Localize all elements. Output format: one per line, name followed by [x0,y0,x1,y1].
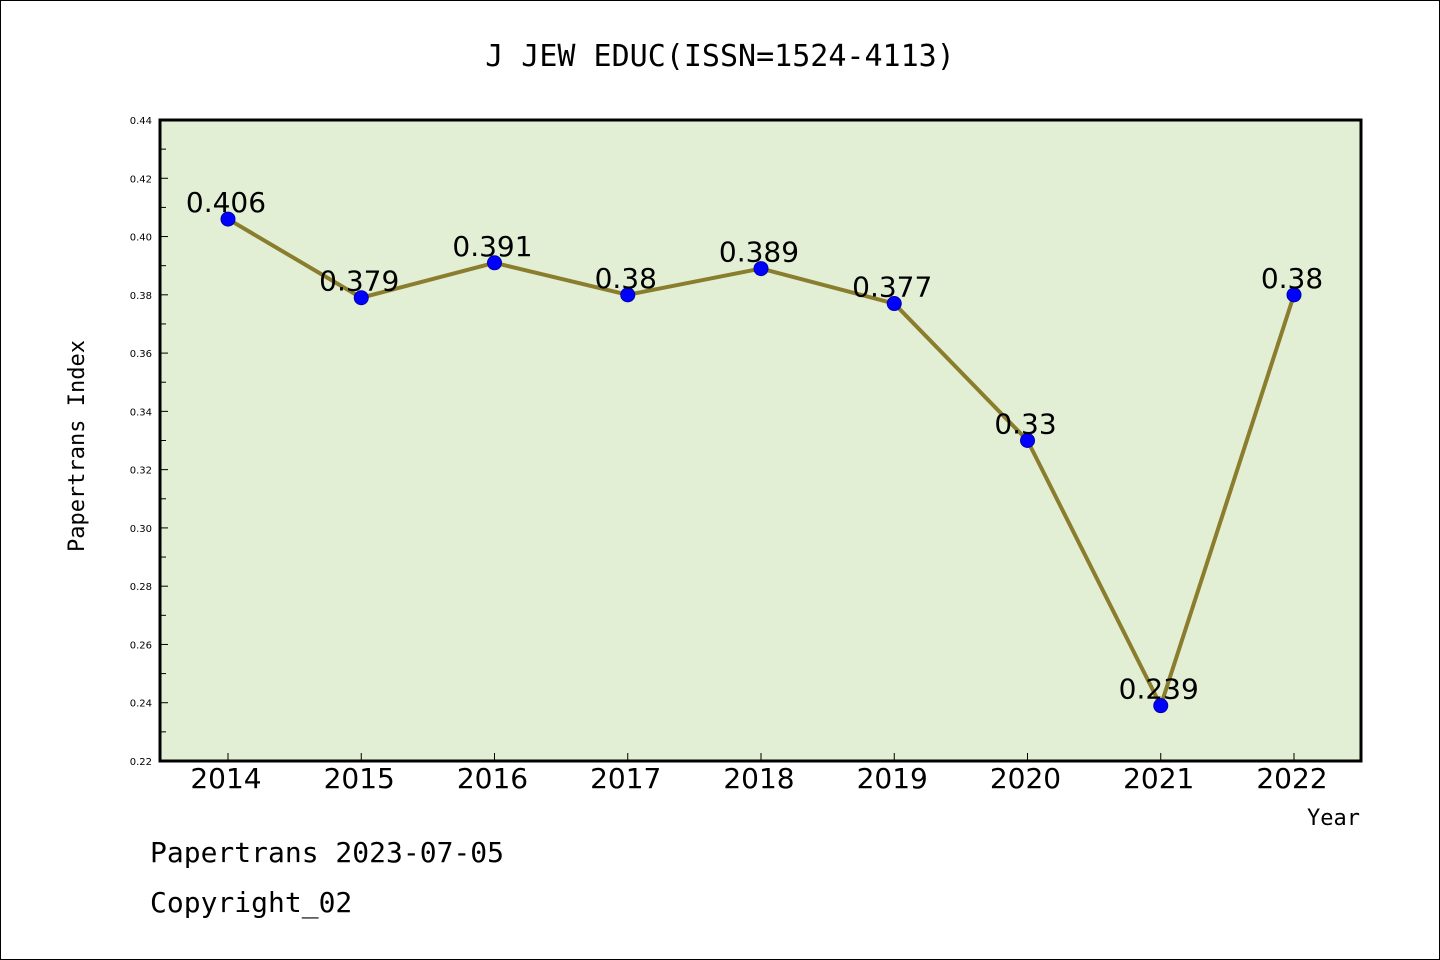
data-label: 0.389 [719,236,799,269]
x-axis: 2014 2015 2016 2017 2018 2019 2020 2021 2022 [190,753,1328,795]
data-point [353,290,369,306]
data-point [1020,433,1035,448]
y-tick-label: 0.22 [130,757,152,768]
data-label: 0.377 [852,271,932,304]
y-tick-label: 0.26 [130,640,152,651]
x-axis-label: Year [1307,806,1360,831]
y-tick-label: 0.44 [130,116,152,127]
x-tick-label: 2017 [590,762,661,795]
y-tick-label: 0.24 [130,699,152,710]
data-label: 0.38 [1261,262,1323,295]
y-tick-label: 0.38 [130,291,152,302]
data-point [487,255,502,271]
x-tick-label: 2019 [857,762,928,795]
x-tick-label: 2020 [990,762,1061,795]
x-tick-label: 2015 [324,762,395,795]
data-point [1286,287,1302,303]
y-tick-label: 0.34 [130,407,152,418]
markers-group [220,211,1302,714]
data-label: 0.33 [994,408,1056,441]
data-label: 0.239 [1119,673,1199,706]
y-tick-label: 0.40 [130,233,152,244]
x-tick-label: 2014 [190,762,261,795]
y-tick-label: 0.42 [130,174,152,185]
data-label: 0.406 [186,186,266,219]
x-tick-label: 2021 [1123,762,1194,795]
data-labels-group: 0.406 0.379 0.391 0.38 0.389 0.377 0.33 0.239 0.… [186,186,1323,706]
footer-copyright: Copyright_02 [150,886,353,919]
data-point [1153,698,1169,714]
data-point [886,296,902,312]
x-tick-label: 2018 [723,762,794,795]
data-label: 0.379 [319,265,399,298]
data-point [753,261,769,277]
chart-title: J JEW EDUC(ISSN=1524-4113) [485,39,955,74]
data-point [220,211,236,227]
y-tick-label: 0.28 [130,582,152,593]
y-tick-label: 0.32 [130,466,152,477]
data-point [620,287,636,303]
y-axis: 0.22 0.24 0.26 0.28 0.30 0.32 0.34 0.36 0.38 0.40… [130,116,168,768]
footer-date: Papertrans 2023-07-05 [150,836,505,869]
y-tick-label: 0.30 [130,524,152,535]
data-label: 0.38 [595,262,657,295]
y-tick-label: 0.36 [130,349,152,360]
x-tick-label: 2016 [457,762,528,795]
y-axis-label: Papertrans Index [65,340,90,552]
plot-area [158,118,1363,763]
data-label: 0.391 [452,230,532,263]
x-tick-label: 2022 [1256,762,1327,795]
